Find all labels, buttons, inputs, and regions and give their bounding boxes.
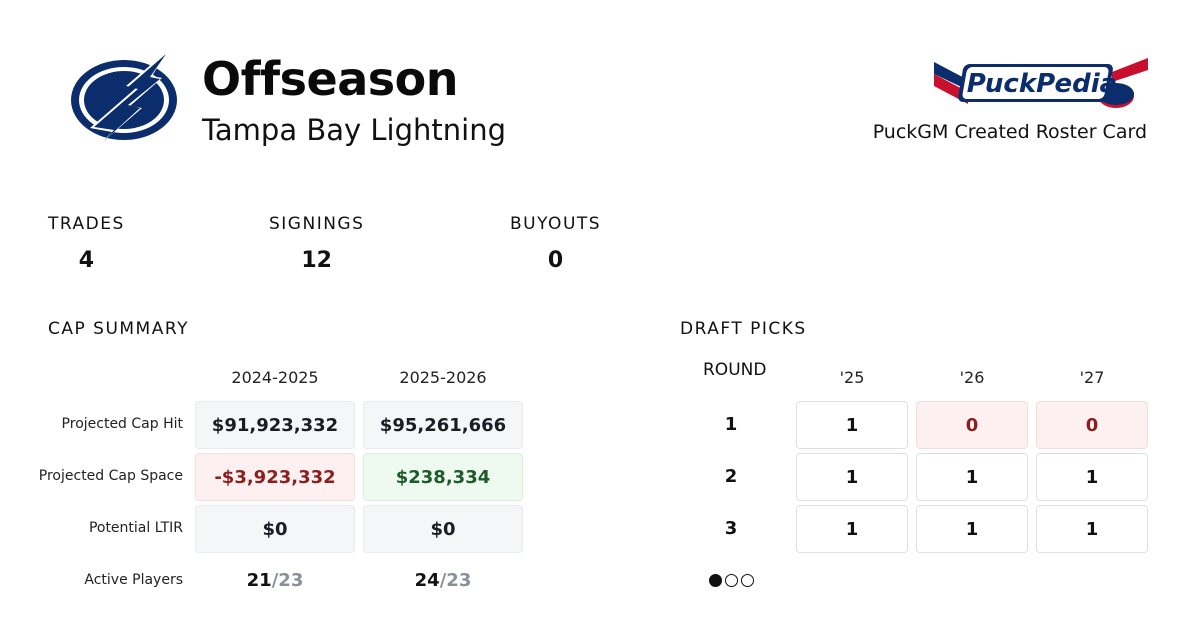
team-name: Tampa Bay Lightning — [202, 113, 506, 147]
pick-cell: 1 — [916, 505, 1028, 553]
pick-cell: 1 — [796, 505, 908, 553]
puckpedia-logo: PuckPedia — [934, 58, 1148, 108]
cap-row-label: Potential LTIR — [88, 520, 183, 536]
cap-summary-title: CAP SUMMARY — [48, 319, 189, 339]
cap-hit-cell: $95,261,666 — [363, 401, 523, 449]
cap-hit-cell: $91,923,332 — [195, 401, 355, 449]
pagination-dots — [709, 574, 754, 587]
buyouts-value: 0 — [547, 248, 564, 273]
pick-cell: 1 — [796, 453, 908, 501]
round-number: 2 — [724, 466, 738, 487]
buyouts-label: BUYOUTS — [510, 214, 602, 234]
round-number: 1 — [724, 414, 738, 435]
year-header: '27 — [1079, 368, 1105, 387]
svg-text:PuckPedia: PuckPedia — [967, 69, 1117, 99]
pick-cell: 1 — [1036, 453, 1148, 501]
lightning-bolt-logo-icon — [71, 50, 177, 146]
pick-cell: 1 — [916, 453, 1028, 501]
ltir-cell: $0 — [195, 505, 355, 553]
page-dot-1[interactable] — [709, 574, 722, 587]
active-max: /23 — [271, 570, 304, 591]
page-dot-3[interactable] — [741, 574, 754, 587]
trades-label: TRADES — [48, 214, 125, 234]
signings-stat: SIGNINGS 12 — [269, 214, 364, 273]
page-title: Offseason — [202, 52, 458, 106]
pick-cell: 0 — [1036, 401, 1148, 449]
page-dot-2[interactable] — [725, 574, 738, 587]
round-header: ROUND — [703, 360, 767, 380]
pick-cell: 1 — [796, 401, 908, 449]
pick-cell: 1 — [1036, 505, 1148, 553]
pick-cell: 0 — [916, 401, 1028, 449]
cap-row-label: Projected Cap Hit — [61, 416, 183, 432]
signings-value: 12 — [301, 248, 332, 273]
active-players-label: Active Players — [84, 572, 183, 588]
active-count: 21 — [246, 570, 272, 591]
draft-picks-title: DRAFT PICKS — [680, 319, 807, 339]
brand-caption: PuckGM Created Roster Card — [872, 121, 1147, 143]
trades-value: 4 — [78, 248, 95, 273]
ltir-cell: $0 — [363, 505, 523, 553]
cap-row-label: Projected Cap Space — [38, 468, 183, 484]
active-max: /23 — [439, 570, 472, 591]
active-players-value: 21/23 — [195, 570, 355, 591]
active-count: 24 — [414, 570, 440, 591]
cap-space-cell: $238,334 — [363, 453, 523, 501]
season-header: 2024-2025 — [231, 368, 319, 387]
year-header: '25 — [839, 368, 865, 387]
active-players-value: 24/23 — [363, 570, 523, 591]
year-header: '26 — [959, 368, 985, 387]
trades-stat: TRADES 4 — [48, 214, 125, 273]
buyouts-stat: BUYOUTS 0 — [510, 214, 601, 273]
cap-space-cell: -$3,923,332 — [195, 453, 355, 501]
signings-label: SIGNINGS — [269, 214, 365, 234]
season-header: 2025-2026 — [399, 368, 487, 387]
round-number: 3 — [724, 518, 738, 539]
